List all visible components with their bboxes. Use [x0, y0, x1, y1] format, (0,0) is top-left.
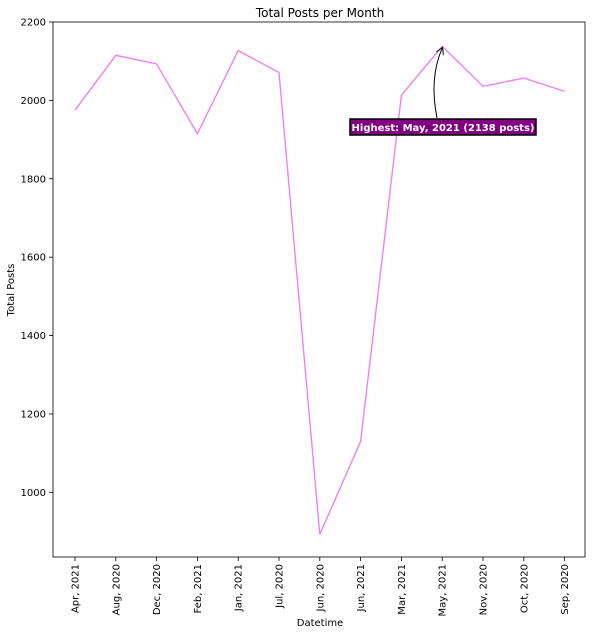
y-tick-label: 1800 [21, 174, 46, 185]
x-tick-label: May, 2021 [438, 564, 449, 616]
annotation-text: Highest: May, 2021 (2138 posts) [352, 123, 535, 134]
x-tick-label: Jun, 2020 [315, 564, 326, 612]
y-axis-title: Total Posts [6, 264, 17, 318]
x-axis: Apr, 2021 Aug, 2020 Dec, 2020 Feb, 2021 Jan,… [71, 557, 571, 616]
y-tick-label: 1000 [21, 488, 46, 499]
x-tick-label: Aug, 2020 [111, 564, 122, 615]
series-line-total-posts [74, 45, 565, 535]
y-tick-label: 2000 [21, 96, 46, 107]
x-tick-label: Oct, 2020 [519, 564, 530, 613]
x-tick-label: Apr, 2021 [71, 564, 82, 613]
x-tick-label: Mar, 2021 [397, 564, 408, 615]
annotation-box [349, 118, 537, 136]
x-tick-label: Jun, 2021 [356, 564, 367, 612]
x-tick-label: Nov, 2020 [479, 564, 490, 615]
x-tick-label: Feb, 2021 [193, 564, 204, 614]
y-tick-label: 2200 [21, 18, 46, 29]
y-axis: 1000 1200 1400 1600 1800 2000 2200 [21, 18, 53, 499]
x-tick-label: Sep, 2020 [560, 564, 571, 615]
annotation-arrow [433, 48, 442, 119]
chart-title: Total Posts per Month [255, 6, 384, 20]
annotation-highest: Highest: May, 2021 (2138 posts) [349, 48, 537, 136]
x-axis-title: Datetime [297, 618, 344, 629]
x-tick-label: Dec, 2020 [152, 564, 163, 615]
x-tick-label: Jan, 2021 [234, 564, 245, 612]
y-tick-label: 1200 [21, 409, 46, 420]
y-tick-label: 1600 [21, 253, 46, 264]
x-tick-label: Jul, 2020 [275, 564, 286, 609]
plot-frame [52, 21, 586, 558]
y-tick-label: 1400 [21, 331, 46, 342]
